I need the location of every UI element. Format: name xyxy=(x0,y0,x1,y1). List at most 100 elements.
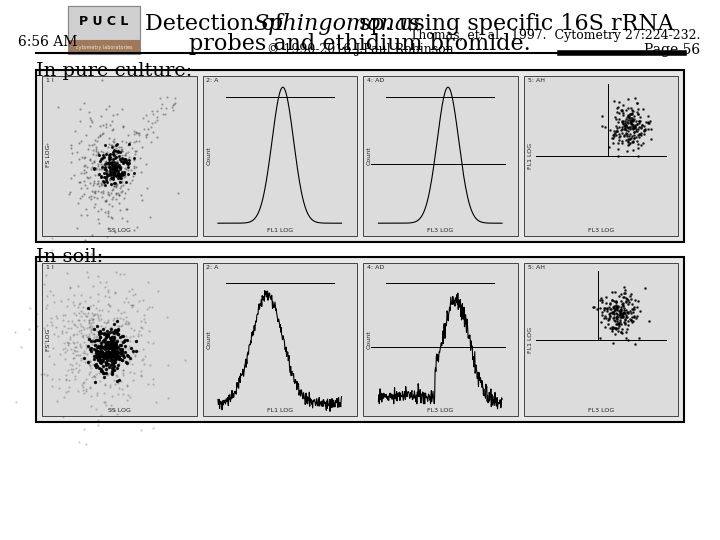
Point xyxy=(92,272,104,280)
Point xyxy=(104,348,115,356)
Point xyxy=(120,156,131,165)
Point xyxy=(618,117,630,125)
Point xyxy=(94,132,106,140)
Point xyxy=(636,140,647,149)
Point xyxy=(99,369,110,377)
Point xyxy=(93,354,104,362)
Point xyxy=(86,116,97,125)
Point xyxy=(94,311,106,320)
Point xyxy=(101,355,112,364)
Point xyxy=(116,354,127,363)
Point xyxy=(78,424,90,433)
Point xyxy=(89,341,101,349)
Point xyxy=(624,298,635,306)
Point xyxy=(89,345,100,354)
Text: Page 56: Page 56 xyxy=(644,43,700,57)
Point xyxy=(633,125,644,133)
Point xyxy=(107,193,118,201)
Point xyxy=(102,168,113,177)
Point xyxy=(608,297,620,306)
Point xyxy=(71,323,83,332)
Point xyxy=(109,228,121,237)
Point xyxy=(111,347,122,355)
Point xyxy=(103,191,114,199)
Point xyxy=(97,325,109,333)
Point xyxy=(78,347,90,355)
Point xyxy=(616,302,627,311)
Point xyxy=(93,289,104,298)
Point xyxy=(104,327,116,336)
Point xyxy=(42,301,53,309)
Point xyxy=(636,130,647,139)
Point xyxy=(101,358,112,367)
Point xyxy=(45,314,57,322)
Point xyxy=(616,319,627,328)
Point xyxy=(628,136,639,145)
Point xyxy=(99,282,111,291)
Point xyxy=(115,163,127,171)
Point xyxy=(626,300,638,308)
Point xyxy=(77,386,89,395)
Point xyxy=(621,121,632,130)
Point xyxy=(111,348,122,357)
Point xyxy=(63,324,74,333)
Bar xyxy=(42,76,197,236)
Point xyxy=(610,324,621,333)
Point xyxy=(109,341,121,349)
Point xyxy=(612,117,624,126)
Point xyxy=(119,170,130,178)
Point xyxy=(625,130,636,138)
Point xyxy=(122,163,133,171)
Point xyxy=(105,336,117,345)
Point xyxy=(94,357,106,366)
Point xyxy=(135,426,147,435)
Point xyxy=(117,172,128,180)
Point xyxy=(617,301,629,309)
Point xyxy=(100,278,112,286)
Text: FL1 LOG: FL1 LOG xyxy=(528,327,533,353)
Point xyxy=(601,307,613,315)
Point xyxy=(88,337,99,346)
Point xyxy=(83,332,94,340)
Point xyxy=(107,328,119,336)
Point xyxy=(92,342,104,350)
Point xyxy=(86,158,97,167)
Point xyxy=(67,298,78,307)
Point xyxy=(77,323,89,332)
Point xyxy=(102,166,114,175)
Point xyxy=(73,437,85,446)
Point xyxy=(132,129,144,137)
Point xyxy=(109,349,121,357)
Point xyxy=(91,145,102,153)
Point xyxy=(130,336,141,345)
Point xyxy=(116,356,127,364)
Point xyxy=(81,332,93,341)
Point xyxy=(88,177,99,186)
Point xyxy=(601,304,613,313)
Point xyxy=(97,163,109,171)
Point xyxy=(626,116,637,125)
Point xyxy=(609,288,621,296)
Point xyxy=(85,337,96,346)
Point xyxy=(102,352,114,361)
Point xyxy=(79,161,91,170)
Point xyxy=(625,114,636,123)
Point xyxy=(606,295,617,304)
Point xyxy=(596,310,608,319)
Point xyxy=(15,342,27,351)
Point xyxy=(92,356,104,364)
Point xyxy=(146,106,158,115)
Point xyxy=(84,301,96,310)
Point xyxy=(111,327,122,336)
Point xyxy=(105,171,117,179)
Point xyxy=(122,160,134,168)
Point xyxy=(618,309,629,318)
Point xyxy=(86,231,97,239)
Point xyxy=(91,180,103,188)
Point xyxy=(599,303,611,312)
Point xyxy=(92,314,104,323)
Point xyxy=(30,310,42,319)
Point xyxy=(619,124,631,132)
Point xyxy=(107,214,118,222)
Point xyxy=(82,336,94,345)
